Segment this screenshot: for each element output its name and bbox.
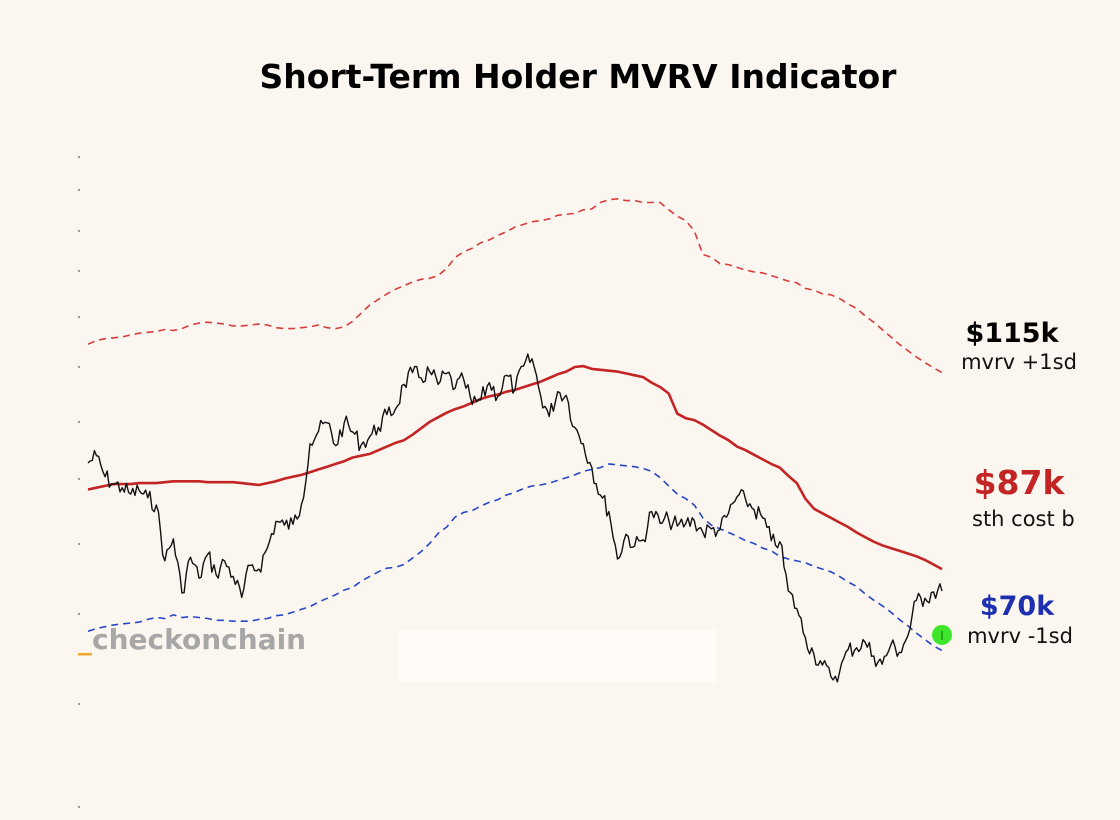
brand-name: checkonchain: [92, 623, 306, 656]
annotation-lower-label: mvrv -1sd: [967, 624, 1073, 648]
watermark-panel: [398, 630, 716, 682]
annotation-cost-label: sth cost b: [972, 507, 1075, 531]
series-line-price: [87, 353, 943, 683]
annotation-lower-value: $70k: [980, 591, 1055, 622]
series-line-mvrv-minus-1sd: [87, 463, 943, 652]
left-axis-ticks: [78, 156, 80, 808]
brand-prefix: _: [78, 623, 92, 656]
annotation-cost-value: $87k: [974, 463, 1066, 502]
series-line-mvrv-plus-1sd: [87, 197, 943, 374]
brand-watermark: _checkonchain: [78, 623, 306, 656]
annotation-upper-value: $115k: [965, 318, 1059, 349]
chart-title: Short-Term Holder MVRV Indicator: [260, 57, 898, 96]
annotation-upper-label: mvrv +1sd: [961, 350, 1077, 374]
